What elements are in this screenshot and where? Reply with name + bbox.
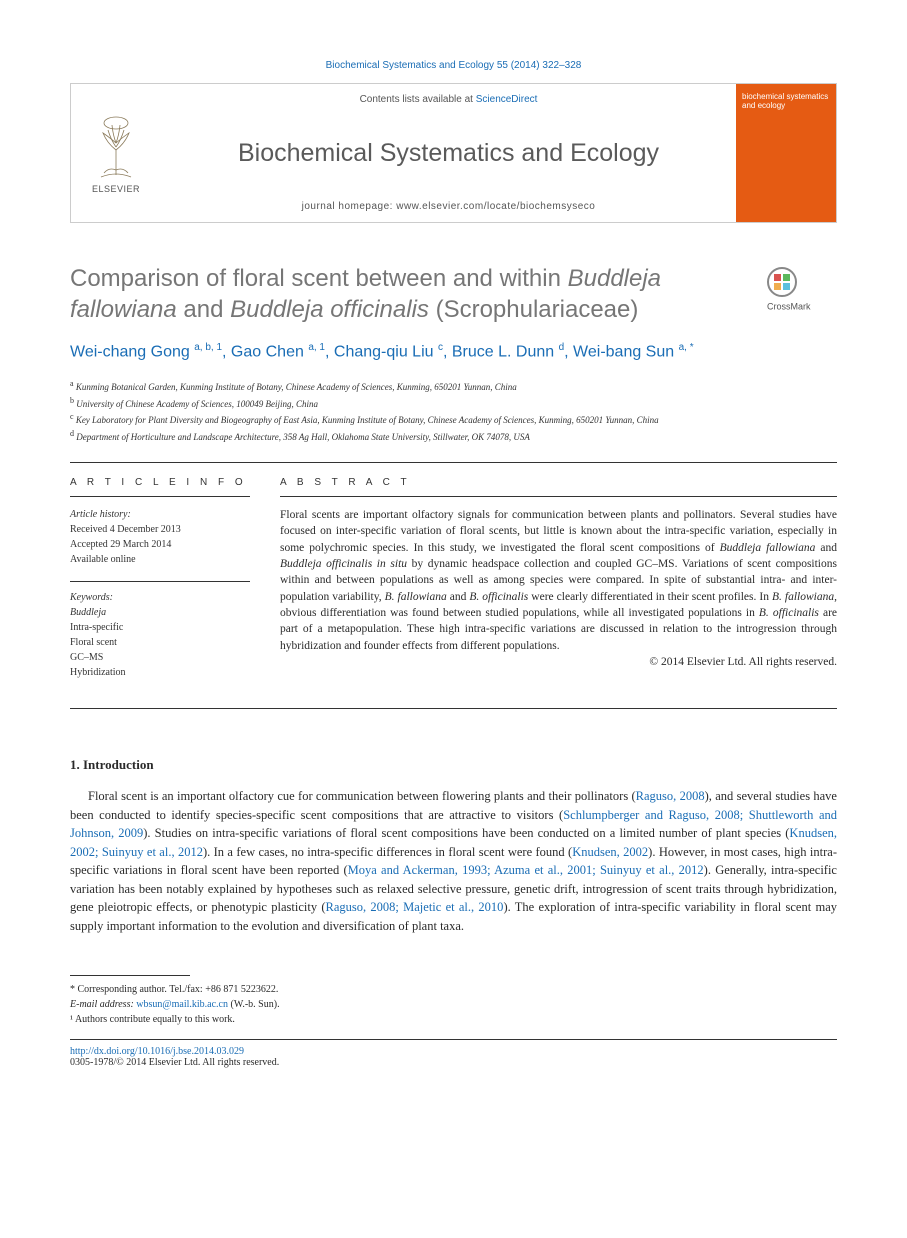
keyword-line: Hybridization (70, 665, 250, 680)
crossmark-label: CrossMark (767, 301, 811, 311)
footnote-divider (70, 975, 190, 976)
corresponding-author-note: * Corresponding author. Tel./fax: +86 87… (70, 982, 837, 997)
doi-link[interactable]: http://dx.doi.org/10.1016/j.bse.2014.03.… (70, 1046, 837, 1057)
abstract-heading: A B S T R A C T (280, 477, 837, 497)
email-suffix: (W.-b. Sun). (228, 999, 280, 1010)
equal-contribution-note: ¹ Authors contribute equally to this wor… (70, 1012, 837, 1027)
keyword-line: Floral scent (70, 635, 250, 650)
section-heading-intro: 1. Introduction (70, 757, 837, 773)
crossmark-badge[interactable]: CrossMark (767, 267, 837, 315)
elsevier-wordmark: ELSEVIER (92, 184, 140, 194)
corresponding-email-link[interactable]: wbsun@mail.kib.ac.cn (136, 999, 228, 1010)
running-header: Biochemical Systematics and Ecology 55 (… (70, 60, 837, 71)
affiliation-line: c Key Laboratory for Plant Diversity and… (70, 411, 837, 428)
author-list: Wei-chang Gong a, b, 1, Gao Chen a, 1, C… (70, 341, 837, 364)
divider (70, 1039, 837, 1040)
abstract-section: A B S T R A C T Floral scents are import… (280, 477, 837, 694)
article-info-sidebar: A R T I C L E I N F O Article history: R… (70, 477, 250, 694)
issn-copyright: 0305-1978/© 2014 Elsevier Ltd. All right… (70, 1057, 837, 1068)
journal-homepage-line: journal homepage: www.elsevier.com/locat… (302, 201, 596, 212)
divider (70, 708, 837, 709)
sciencedirect-link[interactable]: ScienceDirect (476, 94, 538, 105)
article-title: Comparison of floral scent between and w… (70, 263, 837, 325)
elsevier-logo: ELSEVIER (71, 84, 161, 222)
keyword-line: GC–MS (70, 650, 250, 665)
intro-paragraph: Floral scent is an important olfactory c… (70, 787, 837, 935)
history-line: Accepted 29 March 2014 (70, 537, 250, 552)
journal-title: Biochemical Systematics and Ecology (238, 139, 659, 168)
history-line: Available online (70, 552, 250, 567)
affiliation-line: a Kunming Botanical Garden, Kunming Inst… (70, 378, 837, 395)
elsevier-tree-icon (86, 112, 146, 182)
history-label: Article history: (70, 507, 250, 522)
affiliation-list: a Kunming Botanical Garden, Kunming Inst… (70, 378, 837, 444)
affiliation-line: d Department of Horticulture and Landsca… (70, 428, 837, 445)
keyword-line: Intra-specific (70, 620, 250, 635)
article-info-heading: A R T I C L E I N F O (70, 477, 250, 497)
email-label: E-mail address: (70, 999, 134, 1010)
abstract-copyright: © 2014 Elsevier Ltd. All rights reserved… (280, 656, 837, 668)
journal-cover-thumbnail: biochemical systematics and ecology (736, 84, 836, 222)
affiliation-line: b University of Chinese Academy of Scien… (70, 395, 837, 412)
homepage-prefix: journal homepage: (302, 201, 397, 212)
divider (70, 581, 250, 582)
homepage-url[interactable]: www.elsevier.com/locate/biochemsyseco (396, 201, 595, 212)
email-line: E-mail address: wbsun@mail.kib.ac.cn (W.… (70, 997, 837, 1012)
footnotes: * Corresponding author. Tel./fax: +86 87… (70, 982, 837, 1027)
contents-prefix: Contents lists available at (360, 94, 476, 105)
keywords-label: Keywords: (70, 590, 250, 605)
journal-masthead: ELSEVIER Contents lists available at Sci… (70, 83, 837, 223)
cover-text: biochemical systematics and ecology (742, 92, 830, 110)
contents-available-line: Contents lists available at ScienceDirec… (360, 94, 538, 105)
abstract-text: Floral scents are important olfactory si… (280, 507, 837, 654)
history-line: Received 4 December 2013 (70, 522, 250, 537)
crossmark-icon (767, 267, 797, 297)
keyword-line: Buddleja (70, 605, 250, 620)
